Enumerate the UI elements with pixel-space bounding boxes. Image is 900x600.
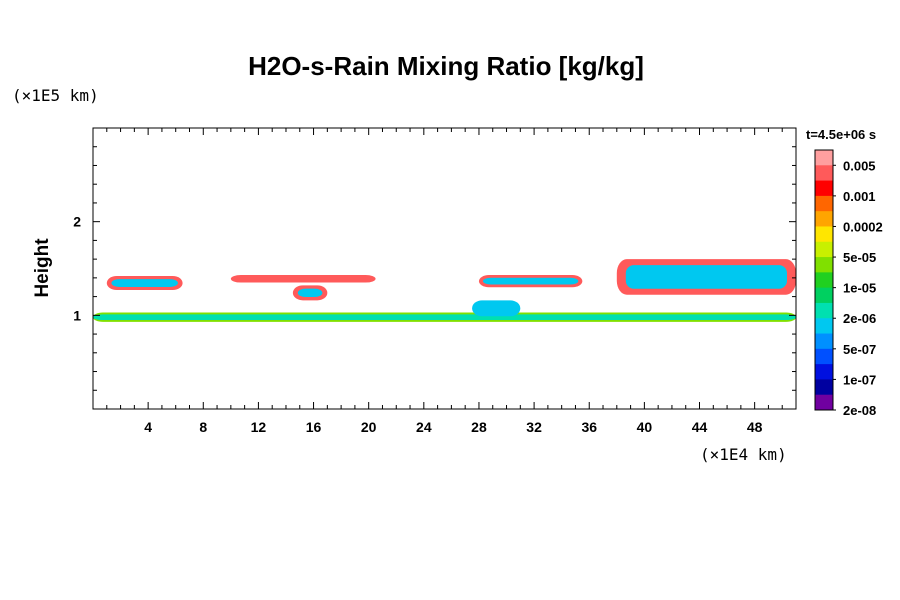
chart-title: H2O-s-Rain Mixing Ratio [kg/kg] — [248, 51, 644, 81]
y-tick-label: 2 — [73, 214, 81, 230]
x-tick-label: 32 — [526, 419, 542, 435]
colorbar-swatch — [815, 226, 833, 243]
colorbar-swatch — [815, 195, 833, 212]
y-axis-label: Height — [32, 238, 53, 298]
colorbar-label: 2e-06 — [843, 311, 876, 326]
x-tick-label: 28 — [471, 419, 487, 435]
plot-area — [93, 259, 796, 322]
rain-region-5-inner — [482, 277, 579, 285]
rain-region-7-inner — [477, 303, 516, 313]
colorbar-label: 0.001 — [843, 189, 876, 204]
x-tick-label: 4 — [144, 419, 152, 435]
colorbar-swatch — [815, 241, 833, 258]
x-tick-label: 12 — [251, 419, 267, 435]
colorbar-swatch — [815, 302, 833, 319]
colorbar-swatch — [815, 272, 833, 289]
plot-frame — [92, 127, 797, 410]
x-tick-label: 36 — [581, 419, 597, 435]
x-tick-label: 44 — [692, 419, 708, 435]
rain-region-2-inner — [111, 279, 178, 287]
colorbar-swatch — [815, 333, 833, 350]
x-tick-label: 8 — [199, 419, 207, 435]
y-tick-label: 1 — [73, 307, 81, 323]
y-unit-label: (×1E5 km) — [12, 86, 99, 105]
x-tick-label: 20 — [361, 419, 377, 435]
colorbar-label: 0.0002 — [843, 219, 883, 234]
colorbar-swatch — [815, 394, 833, 411]
colorbar-label: 1e-07 — [843, 372, 876, 387]
colorbar: 0.005 0.001 0.0002 5e-05 1e-05 2e-06 5e-07 1e-0… — [814, 149, 883, 418]
colorbar-swatch — [815, 211, 833, 227]
colorbar-label: 5e-07 — [843, 342, 876, 357]
colorbar-label: 1e-05 — [843, 281, 876, 296]
colorbar-swatch — [815, 165, 833, 182]
colorbar-swatch — [815, 348, 833, 365]
y-axis: 12 — [73, 146, 796, 391]
colorbar-swatch — [815, 364, 833, 380]
x-tick-label: 16 — [306, 419, 322, 435]
x-tick-label: 48 — [747, 419, 763, 435]
colorbar-swatch — [815, 287, 833, 304]
rain-region-1 — [93, 314, 796, 321]
colorbar-swatch — [815, 379, 833, 396]
colorbar-swatch — [815, 257, 833, 273]
colorbar-frame — [814, 149, 834, 411]
colorbar-swatch — [815, 180, 833, 197]
rain-region-6-inner — [625, 265, 787, 289]
x-tick-label: 24 — [416, 419, 432, 435]
colorbar-label: 0.005 — [843, 158, 876, 173]
rain-region-4-inner — [297, 288, 323, 298]
rain-region-3 — [230, 275, 376, 283]
colorbar-label: 2e-08 — [843, 403, 876, 418]
colorbar-swatch — [815, 150, 833, 166]
time-label: t=4.5e+06 s — [806, 127, 876, 142]
colorbar-swatch — [815, 318, 833, 335]
x-tick-label: 40 — [637, 419, 653, 435]
x-unit-label: (×1E4 km) — [700, 445, 787, 464]
x-axis: 4 8 12 16 20 24 28 32 36 40 44 48 — [106, 128, 783, 435]
colorbar-label: 5e-05 — [843, 250, 876, 265]
